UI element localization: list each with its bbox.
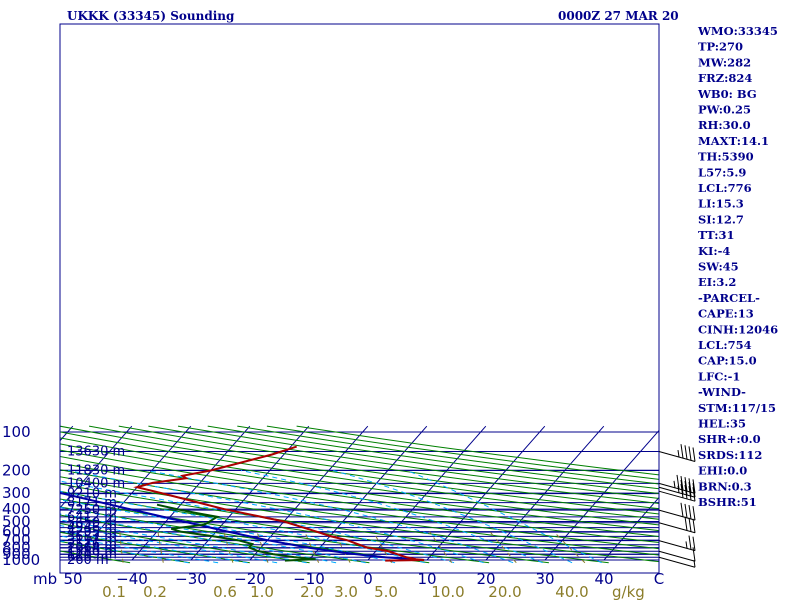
index-line: SI:12.7 (698, 212, 744, 226)
temperature-tick-label: 0 (363, 570, 373, 588)
mixing-ratio-unit-label: g/kg (612, 583, 645, 600)
index-line: -PARCEL- (698, 291, 760, 305)
index-line: HEL:35 (698, 417, 746, 431)
wind-barb-flag (681, 503, 683, 517)
index-line: KI:-4 (698, 244, 730, 258)
pressure-tick-label: 1000 (2, 551, 40, 569)
index-line: TH:5390 (698, 150, 754, 164)
temperature-tick-label: 50 (63, 570, 82, 588)
index-line: CINH:12046 (698, 322, 778, 336)
index-line: LI:15.3 (698, 197, 744, 211)
chart-header: UKKK (33345) Sounding 0000Z 27 MAR 20 (67, 9, 679, 23)
mixing-ratio-label: 0.6 (213, 583, 237, 600)
mixing-ratio-label: 40.0 (555, 583, 588, 600)
wind-barb-flag (689, 518, 691, 532)
index-line: PW:0.25 (698, 103, 751, 117)
mixing-ratio-label: 0.2 (143, 583, 167, 600)
wind-barb-staff (659, 551, 695, 561)
wind-barb-flag (693, 506, 695, 520)
pressure-unit-label: mb (33, 570, 57, 588)
mixing-ratio-label: 0.1 (102, 583, 126, 600)
index-line: CAPE:13 (698, 307, 754, 321)
index-line: STM:117/15 (698, 401, 776, 415)
mixing-ratio-label: 2.0 (300, 583, 324, 600)
wind-barb-flag (681, 444, 683, 458)
station-title: UKKK (33345) Sounding (67, 9, 235, 23)
index-line: SW:45 (698, 260, 739, 274)
temperature-tick-label: 40 (594, 570, 613, 588)
index-line: L57:5.9 (698, 165, 746, 179)
temperature-tick-label: −30 (175, 570, 207, 588)
mixing-ratio-label: 1.0 (250, 583, 274, 600)
index-line: TT:31 (698, 228, 735, 242)
wind-barb (659, 503, 695, 520)
wind-barb-staff (659, 557, 695, 567)
wind-barb-flag (689, 536, 691, 550)
index-line: WB0: BG (697, 87, 757, 101)
temperature-unit-label: C (654, 570, 664, 588)
wind-barb-half (686, 541, 687, 548)
dry-adiabat (0, 426, 369, 563)
wind-barb-half (674, 481, 675, 488)
index-line: MAXT:14.1 (698, 134, 769, 148)
wind-barb-column (659, 444, 695, 567)
index-line: FRZ:824 (698, 71, 752, 85)
wind-barb-flag (685, 445, 687, 459)
mixing-ratio-label: 3.0 (334, 583, 358, 600)
index-line: -WIND- (698, 385, 746, 399)
index-line: BRN:0.3 (698, 479, 752, 493)
index-line: TP:270 (698, 40, 743, 54)
temperature-tick-label: 30 (535, 570, 554, 588)
index-line: RH:30.0 (698, 118, 751, 132)
wind-barb-flag (685, 517, 687, 531)
mixing-ratio-label: 10.0 (431, 583, 464, 600)
wind-barb-flag (693, 519, 695, 533)
wind-barb-flag (689, 446, 691, 460)
wind-barb (659, 557, 695, 567)
wind-barb (659, 444, 695, 461)
height-label: 260 m (67, 553, 109, 568)
index-line: MW:282 (698, 55, 751, 69)
height-label: 13630 m (67, 444, 125, 459)
index-line: CAP:15.0 (698, 354, 757, 368)
index-line: SHR+:0.0 (698, 432, 761, 446)
mixing-ratio-label: 20.0 (488, 583, 521, 600)
index-line: WMO:33345 (697, 24, 778, 38)
dry-adiabat (0, 426, 310, 563)
wind-barb-flag (689, 505, 691, 519)
index-line: LCL:754 (698, 338, 752, 352)
wind-barb-flag (693, 447, 695, 461)
index-line: SRDS:112 (698, 448, 762, 462)
mixing-ratio-label: 5.0 (374, 583, 398, 600)
index-line: EHI:0.0 (698, 464, 747, 478)
pressure-tick-label: 200 (2, 462, 31, 480)
pressure-tick-label: 100 (2, 423, 31, 441)
wind-barb (659, 536, 695, 551)
index-line: LCL:776 (698, 181, 752, 195)
wind-barb-half (678, 450, 679, 457)
index-line: BSHR:51 (698, 495, 757, 509)
wind-barb (659, 517, 695, 533)
index-line: EI:3.2 (698, 275, 736, 289)
index-line: LFC:-1 (698, 369, 740, 383)
wind-barb-flag (685, 504, 687, 518)
sounding-time: 0000Z 27 MAR 20 (558, 9, 679, 23)
